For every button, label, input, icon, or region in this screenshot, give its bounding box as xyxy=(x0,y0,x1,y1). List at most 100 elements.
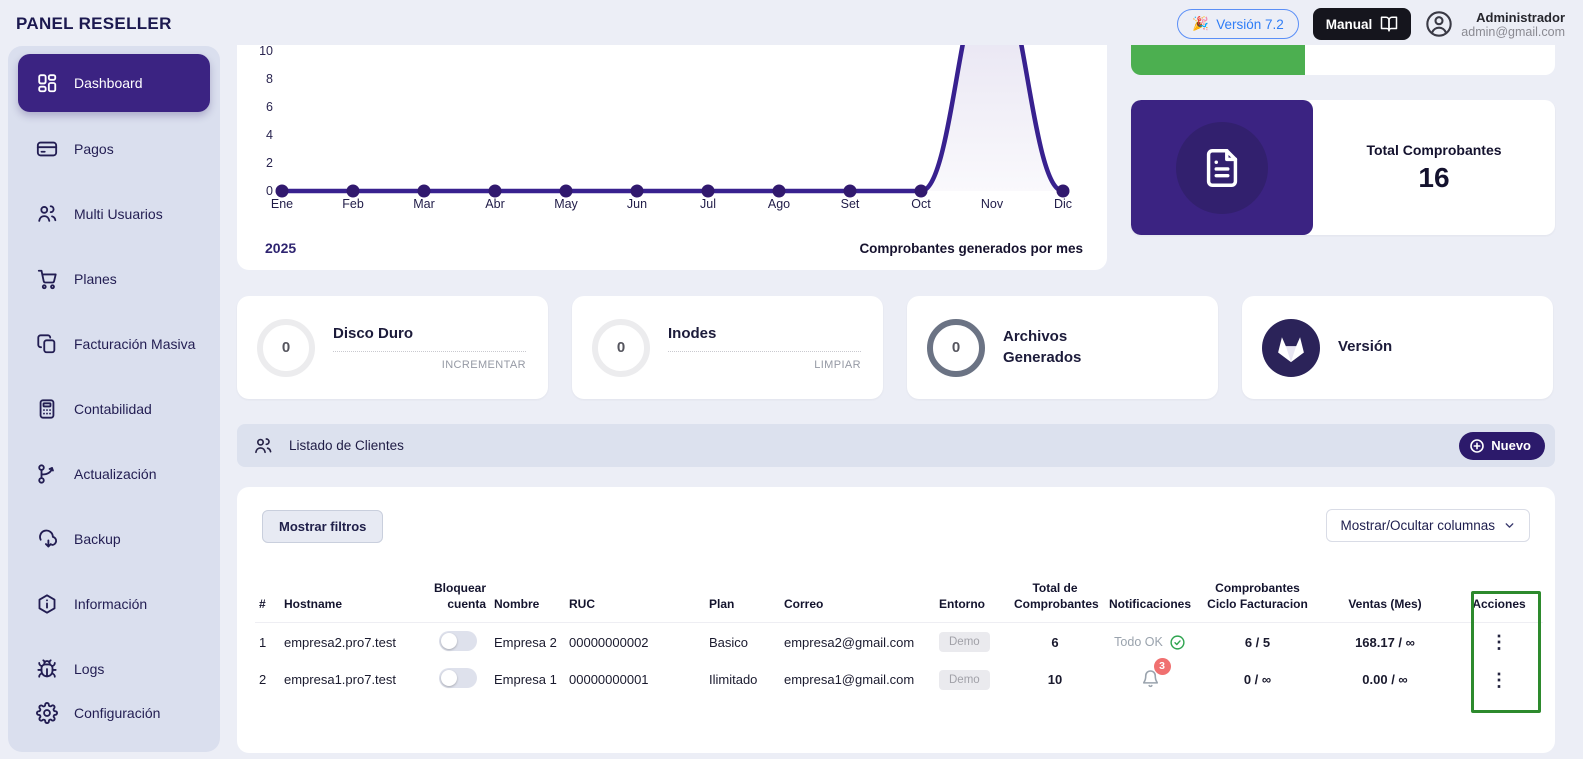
notifications-bell[interactable]: 3 xyxy=(1141,657,1171,691)
block-account-toggle[interactable] xyxy=(438,630,477,651)
page-title: PANEL RESELLER xyxy=(16,14,172,33)
total-comprobantes-value: 16 xyxy=(1418,161,1450,193)
x-axis-label: Jul xyxy=(700,197,716,211)
sidebar-item-logs[interactable]: Logs xyxy=(18,649,210,689)
x-axis-label: Dic xyxy=(1053,197,1073,211)
x-axis-label: Oct xyxy=(911,197,931,211)
check-circle-icon xyxy=(1170,635,1185,650)
col-entorno: Entorno xyxy=(935,580,1010,624)
sidebar-item-pagos[interactable]: Pagos xyxy=(18,129,210,169)
sidebar-item-facturacion-masiva[interactable]: Facturación Masiva xyxy=(18,324,210,364)
y-axis-label: 6 xyxy=(266,100,273,114)
inodes-gauge: 0 xyxy=(592,318,650,377)
row-actions-menu[interactable]: ⋮ xyxy=(1490,632,1508,653)
status-ok-indicator: Todo OK xyxy=(1114,634,1186,651)
sidebar-item-dashboard[interactable]: Dashboard xyxy=(18,54,210,112)
plus-circle-icon xyxy=(1470,438,1485,453)
chevron-down-icon xyxy=(1505,523,1514,528)
users-icon xyxy=(255,437,272,453)
sidebar-item-backup[interactable]: Backup xyxy=(18,519,210,559)
new-client-button[interactable]: Nuevo xyxy=(1459,431,1545,460)
progress-bar-fill xyxy=(1131,45,1305,75)
incrementar-link[interactable]: INCREMENTAR xyxy=(441,359,526,372)
x-axis-label: Ene xyxy=(270,197,294,211)
clients-section-header: Listado de Clientes Nuevo xyxy=(237,424,1555,467)
sidebar-item-informacion[interactable]: Información xyxy=(18,584,210,624)
cloud-download-icon xyxy=(39,529,58,548)
line-chart xyxy=(275,45,1070,198)
hostname-cell: empresa2.pro7.test xyxy=(284,634,397,650)
x-axis-label: Mar xyxy=(413,197,435,211)
block-account-toggle[interactable] xyxy=(438,668,477,689)
x-axis-label: Abr xyxy=(485,197,505,211)
user-menu[interactable]: Administrador admin@gmail.com xyxy=(1425,10,1565,39)
sidebar-item-planes[interactable]: Planes xyxy=(18,259,210,299)
user-email: admin@gmail.com xyxy=(1461,24,1565,39)
user-avatar-icon xyxy=(1426,11,1453,37)
sidebar: Dashboard Pagos Multi Usuarios Planes Fa… xyxy=(8,46,220,752)
col-num: # xyxy=(255,580,280,624)
file-text-icon xyxy=(1206,148,1238,187)
sidebar-item-multi-usuarios[interactable]: Multi Usuarios xyxy=(18,194,210,234)
documents-icon xyxy=(37,334,56,354)
sidebar-item-contabilidad[interactable]: Contabilidad xyxy=(18,389,210,429)
dashboard-grid-icon xyxy=(38,74,57,93)
party-popper-icon: 🎉 xyxy=(1192,16,1210,31)
y-axis-label: 2 xyxy=(266,156,273,170)
col-bloquear-cuenta: Bloquear cuenta xyxy=(425,580,490,624)
clients-table: # Hostname Bloquear cuenta Nombre RUC Pl… xyxy=(255,580,1543,699)
sidebar-item-configuracion[interactable]: Configuración xyxy=(18,693,210,733)
manual-button[interactable]: Manual xyxy=(1312,8,1412,40)
limpiar-link[interactable]: LIMPIAR xyxy=(814,359,861,372)
comprobantes-chart-card: 0 2 4 6 8 10 Ene Feb Mar Abr May Jun Jul Ago Set Oct No… xyxy=(237,45,1107,270)
bell-icon xyxy=(1142,670,1158,688)
col-nombre: Nombre xyxy=(490,580,565,624)
version-button[interactable]: 🎉 Versión 7.2 xyxy=(1177,9,1299,39)
show-hide-columns-button[interactable]: Mostrar/Ocultar columnas xyxy=(1326,509,1530,542)
archivos-generados-gauge: 0 xyxy=(927,318,985,377)
chart-area-fill xyxy=(282,45,1063,192)
clients-table-card: Mostrar filtros Mostrar/Ocultar columnas… xyxy=(237,487,1555,753)
bug-icon xyxy=(37,659,57,678)
hostname-cell: empresa1.pro7.test xyxy=(284,672,397,688)
environment-badge: Demo xyxy=(939,669,990,690)
gear-icon xyxy=(36,702,58,724)
cart-icon xyxy=(37,269,57,290)
total-comprobantes-label: Total Comprobantes xyxy=(1366,141,1502,158)
y-axis-label: 4 xyxy=(266,128,273,142)
x-axis-label: Nov xyxy=(980,197,1004,211)
col-ventas-mes: Ventas (Mes) xyxy=(1315,580,1455,624)
clients-section-title: Listado de Clientes xyxy=(289,438,404,453)
y-axis-label: 10 xyxy=(259,45,273,58)
header-actions: 🎉 Versión 7.2 Manual Administrador admin… xyxy=(1177,8,1565,40)
col-comprobantes-ciclo: Comprobantes Ciclo Facturacion xyxy=(1200,580,1315,624)
table-header-row: # Hostname Bloquear cuenta Nombre RUC Pl… xyxy=(255,580,1543,624)
notification-count-badge: 3 xyxy=(1153,657,1171,675)
book-open-icon xyxy=(1381,16,1398,32)
table-row: 1 empresa2.pro7.test Empresa 2 000000000… xyxy=(255,623,1543,661)
inodes-title: Inodes xyxy=(668,324,861,353)
col-notificaciones: Notificaciones xyxy=(1100,580,1200,624)
user-name: Administrador xyxy=(1476,9,1565,25)
disco-duro-card: 0 Disco Duro INCREMENTAR xyxy=(237,296,548,399)
x-axis-label: Set xyxy=(840,197,860,211)
x-axis-label: Jun xyxy=(626,197,648,211)
git-merge-icon xyxy=(38,464,54,484)
total-comprobantes-card: Total Comprobantes 16 xyxy=(1131,100,1555,235)
calculator-icon xyxy=(39,399,55,419)
credit-card-icon xyxy=(36,141,58,157)
usage-progress-card xyxy=(1131,45,1555,75)
sidebar-item-actualizacion[interactable]: Actualización xyxy=(18,454,210,494)
row-actions-menu[interactable]: ⋮ xyxy=(1490,669,1508,690)
col-total-comprobantes: Total de Comprobantes xyxy=(1010,580,1100,624)
chart-year-label: 2025 xyxy=(265,240,297,256)
gitlab-icon xyxy=(1278,336,1304,362)
y-axis-label: 0 xyxy=(266,184,273,198)
x-axis-label: Feb xyxy=(342,197,364,211)
show-filters-button[interactable]: Mostrar filtros xyxy=(262,510,384,543)
info-hexagon-icon xyxy=(38,594,56,614)
col-correo: Correo xyxy=(780,580,935,624)
archivos-generados-title: Archivos Generados xyxy=(1003,328,1082,366)
x-axis-label: Ago xyxy=(767,197,791,211)
version-card: Versión xyxy=(1242,296,1553,399)
